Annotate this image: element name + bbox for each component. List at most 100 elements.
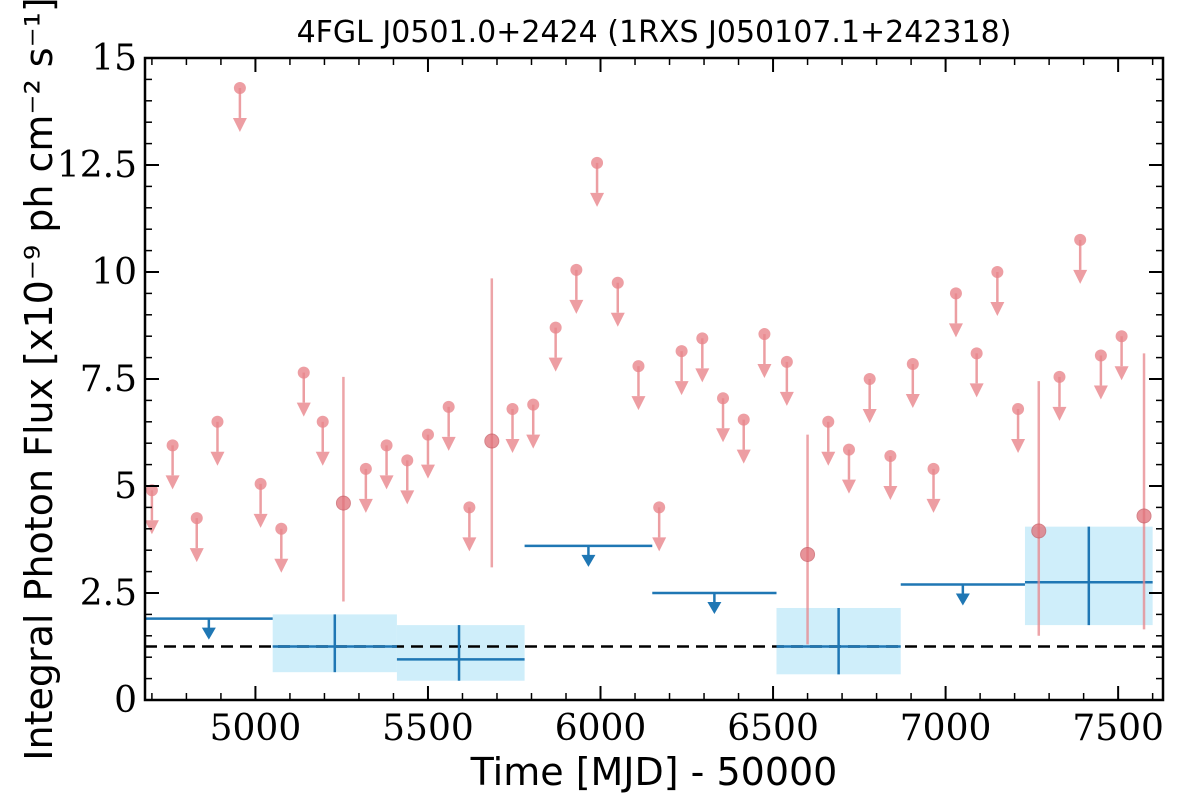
y-tick-label: 0: [114, 680, 137, 721]
short-bin-point: [335, 495, 351, 511]
short-bin-upper-limit-marker: [949, 287, 962, 300]
y-tick-label: 2.5: [80, 573, 137, 614]
short-bin-upper-limit-arrow: [1011, 438, 1026, 453]
short-bin-upper-limit-arrow: [926, 498, 941, 513]
short-bin-point: [800, 546, 816, 562]
plot-area: [145, 58, 1163, 700]
short-bin-upper-limit-marker: [842, 443, 855, 456]
short-bin-upper-limit-arrow: [526, 434, 541, 449]
short-bin-upper-limit-marker: [1012, 402, 1025, 415]
short-bin-upper-limit-arrow: [441, 436, 456, 451]
short-bin-upper-limit-arrow: [420, 464, 435, 479]
short-bin-upper-limit-arrow: [736, 449, 751, 464]
long-bin-upper-limit-arrow: [955, 593, 970, 606]
short-bin-upper-limit-marker: [970, 347, 983, 360]
short-bin-upper-limit-arrow: [144, 520, 159, 535]
x-tick-label: 6000: [555, 708, 647, 749]
long-bin-band: [396, 625, 525, 681]
short-bin-upper-limit-arrow: [948, 323, 963, 338]
short-bin-upper-limit-marker: [632, 360, 645, 373]
short-bin-upper-limit-marker: [233, 81, 246, 94]
x-tick-label: 6500: [727, 708, 819, 749]
y-tick-label: 5: [114, 466, 137, 507]
short-bin-upper-limit-arrow: [505, 438, 520, 453]
short-bin-upper-limit-marker: [653, 501, 666, 514]
short-bin-upper-limit-arrow: [189, 548, 204, 563]
short-bin-upper-limit-arrow: [1052, 406, 1067, 421]
short-bin-upper-limit-marker: [190, 512, 203, 525]
short-bin-upper-limit-marker: [442, 400, 455, 413]
short-bin-upper-limit-marker: [717, 392, 730, 405]
y-tick-label: 10: [91, 252, 137, 293]
short-bin-point: [1031, 523, 1047, 539]
short-bin-upper-limit-marker: [211, 415, 224, 428]
short-bin-upper-limit-arrow: [274, 558, 289, 573]
short-bin-upper-limit-marker: [275, 522, 288, 535]
y-axis-label: Integral Photon Flux [x10⁻⁹ ph cm⁻² s⁻¹]: [17, 0, 61, 761]
short-bin-upper-limit-marker: [463, 501, 476, 514]
chart-title: 4FGL J0501.0+2424 (1RXS J050107.1+242318…: [297, 15, 1012, 50]
short-bin-upper-limit-arrow: [883, 486, 898, 501]
long-bin-upper-limit-arrow: [581, 554, 596, 567]
short-bin-upper-limit-marker: [884, 450, 897, 463]
short-bin-upper-limit-marker: [780, 355, 793, 368]
short-bin-upper-limit-arrow: [569, 299, 584, 314]
short-bin-upper-limit-marker: [359, 462, 372, 475]
short-bin-point: [484, 433, 500, 449]
short-bin-upper-limit-marker: [696, 332, 709, 345]
short-bin-upper-limit-arrow: [990, 302, 1005, 316]
axis-ticks: 5000 5500 6000 6500 7000 7500 0 2.5 5 7.5 10 12.5 15: [57, 38, 1164, 749]
y-tick-label: 15: [91, 38, 137, 79]
short-bin-upper-limit-arrow: [757, 364, 772, 379]
short-bin-upper-limit-arrow: [548, 357, 563, 372]
short-bin-upper-limit-marker: [863, 373, 876, 385]
short-bin-upper-limit-arrow: [253, 513, 268, 528]
short-bin-upper-limit-arrow: [674, 381, 689, 396]
short-bin-upper-limit-arrow: [779, 391, 794, 406]
short-bin-upper-limit-arrow: [315, 451, 330, 466]
short-bin-upper-limit-arrow: [716, 428, 731, 443]
long-bin-series: [145, 526, 1153, 681]
short-bin-upper-limit-arrow: [821, 451, 836, 466]
long-bin-upper-limit-arrow: [201, 627, 216, 640]
short-bin-upper-limit-arrow: [905, 394, 920, 409]
short-bin-upper-limit-arrow: [462, 537, 477, 552]
short-bin-point: [1136, 508, 1152, 524]
short-bin-upper-limit-marker: [506, 402, 519, 415]
short-bin-upper-limit-marker: [166, 439, 179, 452]
short-bin-upper-limit-marker: [1094, 349, 1107, 362]
short-bin-upper-limit-arrow: [210, 451, 225, 466]
short-bin-upper-limit-marker: [1074, 233, 1087, 246]
short-bin-series: [144, 81, 1152, 645]
short-bin-upper-limit-marker: [675, 345, 688, 358]
short-bin-upper-limit-arrow: [862, 409, 877, 423]
short-bin-upper-limit-arrow: [841, 479, 856, 494]
short-bin-upper-limit-arrow: [358, 498, 373, 513]
short-bin-upper-limit-marker: [527, 398, 540, 411]
short-bin-upper-limit-arrow: [1073, 269, 1088, 284]
short-bin-upper-limit-marker: [1053, 370, 1066, 383]
y-tick-label: 12.5: [57, 145, 137, 186]
short-bin-upper-limit-arrow: [590, 192, 605, 207]
long-bin-upper-limit-arrow: [707, 602, 722, 614]
short-bin-upper-limit-arrow: [652, 537, 667, 552]
x-tick-label: 5000: [210, 708, 302, 749]
short-bin-upper-limit-arrow: [1114, 366, 1129, 381]
short-bin-upper-limit-marker: [316, 415, 329, 428]
y-tick-label: 7.5: [80, 359, 137, 400]
short-bin-upper-limit-arrow: [232, 117, 247, 132]
short-bin-upper-limit-arrow: [631, 396, 646, 411]
short-bin-upper-limit-marker: [822, 415, 835, 428]
short-bin-upper-limit-arrow: [969, 383, 984, 398]
x-tick-label: 7000: [900, 708, 992, 749]
short-bin-upper-limit-marker: [1115, 330, 1128, 343]
short-bin-upper-limit-arrow: [695, 368, 710, 383]
short-bin-upper-limit-marker: [591, 156, 604, 169]
short-bin-upper-limit-arrow: [165, 475, 180, 490]
short-bin-upper-limit-arrow: [400, 490, 415, 505]
short-bin-upper-limit-marker: [758, 328, 771, 341]
short-bin-upper-limit-marker: [570, 263, 583, 276]
x-axis-label: Time [MJD] - 50000: [470, 750, 838, 794]
short-bin-upper-limit-marker: [927, 462, 940, 475]
